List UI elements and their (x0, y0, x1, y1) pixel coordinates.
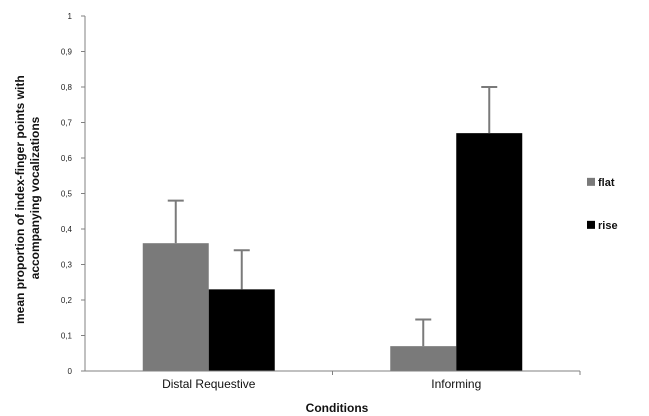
y-tick-label: 0 (68, 367, 73, 376)
y-tick-label: 0,6 (61, 154, 73, 163)
x-axis: Distal Requestive Informing (85, 370, 581, 391)
legend-swatch-rise (587, 220, 595, 229)
legend-label-rise: rise (598, 220, 618, 232)
legend-label-flat: flat (598, 177, 615, 189)
y-tick-label: 0,9 (61, 48, 73, 57)
bar-rise (208, 289, 275, 371)
y-tick-label: 0,8 (61, 83, 73, 92)
bar-flat (142, 243, 209, 371)
y-tick-label: 0,7 (61, 119, 73, 128)
y-axis-title-line-1: mean proportion of index-finger points w… (13, 75, 27, 324)
x-tick-label: Informing (431, 377, 481, 391)
x-axis-title: Conditions (306, 401, 369, 415)
y-tick-label: 1 (68, 12, 73, 21)
y-axis-title-line-2: accompanying vocalizations (28, 116, 42, 279)
legend: flat rise (587, 177, 618, 232)
y-axis: 0 0,1 0,2 0,3 0,4 0,5 0,6 0,7 0,8 0,9 1 (61, 12, 86, 376)
bar-rise (456, 133, 523, 371)
y-tick-label: 0,1 (61, 332, 73, 341)
legend-swatch-flat (587, 177, 595, 186)
y-tick-label: 0,2 (61, 296, 73, 305)
y-tick-label: 0,5 (61, 190, 73, 199)
y-tick-label: 0,4 (61, 225, 73, 234)
bar-flat (390, 346, 457, 371)
x-tick-label: Distal Requestive (162, 377, 256, 391)
y-tick-label: 0,3 (61, 261, 73, 270)
plot-area (142, 86, 523, 371)
y-axis-title: mean proportion of index-finger points w… (13, 72, 42, 324)
